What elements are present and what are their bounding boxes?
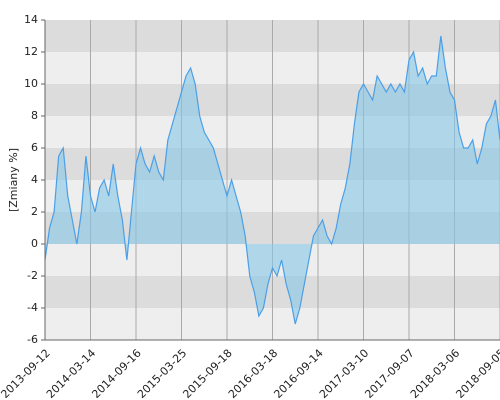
y-tick-label: 10 [24,77,38,90]
y-tick-label: 2 [31,205,38,218]
y-tick-label: 0 [31,237,38,250]
y-tick-label: 14 [24,13,38,26]
y-tick-label: 8 [31,109,38,122]
y-tick-label: -2 [27,269,38,282]
y-tick-label: 6 [31,141,38,154]
y-axis-label: [Zmiany %] [7,148,20,212]
y-tick-label: 4 [31,173,38,186]
y-tick-label: -6 [27,333,38,346]
y-tick-label: 12 [24,45,38,58]
area [45,36,500,324]
line [44,35,500,325]
y-tick-label: -4 [27,301,38,314]
